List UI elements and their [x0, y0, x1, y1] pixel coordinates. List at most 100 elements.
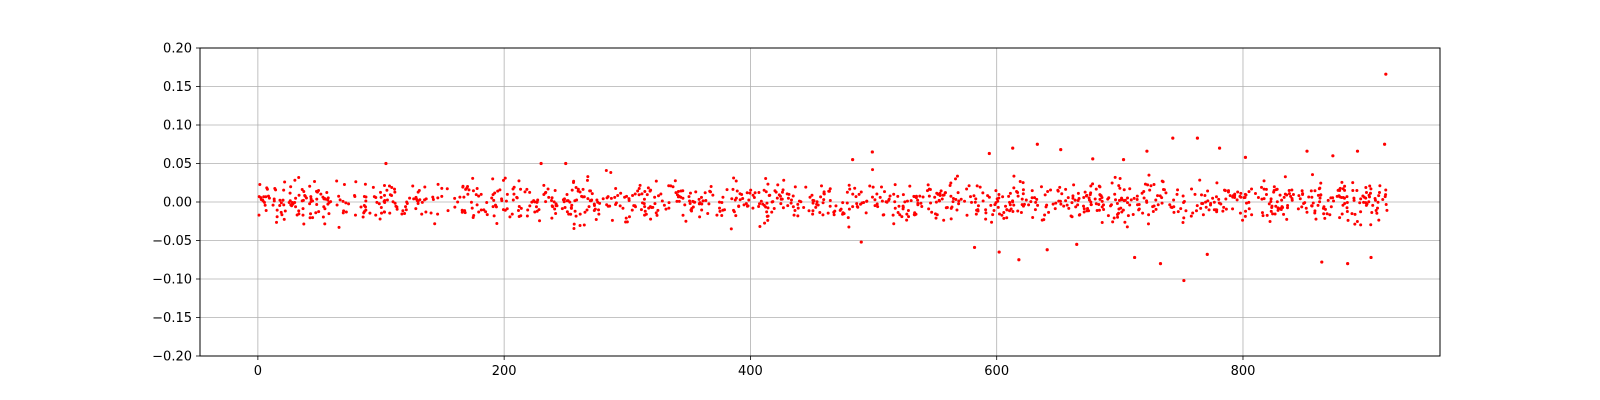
data-point — [353, 194, 357, 198]
data-point — [1115, 213, 1119, 217]
data-point — [845, 201, 849, 205]
data-point — [796, 214, 800, 218]
data-point — [1175, 192, 1179, 196]
data-point — [278, 198, 282, 202]
data-point — [847, 207, 851, 211]
data-point — [1212, 200, 1216, 204]
data-point — [1283, 175, 1287, 179]
data-point — [528, 204, 532, 208]
data-point — [281, 198, 285, 202]
data-point — [494, 203, 498, 207]
data-point — [583, 210, 587, 214]
data-point — [337, 194, 341, 198]
data-point — [490, 196, 494, 200]
data-point — [1033, 208, 1037, 212]
data-point — [1260, 211, 1264, 215]
data-point — [1285, 193, 1289, 197]
data-point — [354, 180, 358, 184]
data-point — [1245, 201, 1248, 205]
data-point — [764, 190, 768, 194]
data-point — [1012, 203, 1016, 207]
data-point — [1076, 191, 1080, 195]
data-point — [804, 185, 808, 189]
data-point — [975, 184, 979, 188]
data-point — [630, 208, 634, 212]
data-point — [1085, 193, 1089, 197]
data-point — [295, 213, 299, 217]
data-point — [1223, 189, 1227, 193]
data-point — [424, 210, 428, 214]
outlier-point — [1035, 142, 1039, 146]
data-point — [1064, 199, 1068, 203]
data-point — [550, 199, 554, 203]
data-point — [553, 207, 557, 211]
data-point — [1060, 192, 1064, 196]
data-point — [1235, 198, 1239, 202]
data-point — [926, 183, 930, 187]
data-point — [1226, 189, 1230, 193]
data-point — [1278, 207, 1282, 211]
data-point — [721, 195, 725, 199]
data-point — [986, 194, 990, 198]
data-point — [445, 187, 449, 191]
data-point — [832, 213, 836, 217]
data-point — [400, 212, 404, 216]
data-point — [335, 179, 339, 183]
data-point — [826, 211, 830, 215]
data-point — [1020, 197, 1024, 201]
data-point — [1244, 209, 1248, 213]
data-point — [997, 192, 1001, 196]
data-point — [797, 199, 801, 203]
data-point — [1326, 198, 1330, 202]
data-point — [484, 210, 488, 214]
data-point — [308, 202, 312, 206]
data-point — [956, 191, 960, 195]
data-point — [757, 205, 761, 209]
data-point — [1115, 202, 1119, 206]
data-point — [609, 196, 613, 200]
data-point — [942, 218, 946, 222]
data-point — [997, 196, 1001, 200]
data-point — [749, 188, 753, 192]
y-tick-label: −0.15 — [152, 311, 192, 326]
data-point — [283, 180, 287, 184]
data-point — [309, 197, 313, 201]
data-point — [1233, 193, 1237, 197]
data-point — [257, 195, 261, 199]
data-point — [382, 210, 386, 214]
data-point — [1276, 208, 1280, 212]
data-point — [1287, 188, 1291, 192]
data-point — [859, 190, 863, 194]
data-point — [991, 213, 995, 217]
data-point — [344, 201, 348, 205]
data-point — [364, 199, 368, 203]
data-point — [1089, 203, 1093, 207]
data-point — [495, 222, 499, 225]
data-point — [290, 204, 294, 208]
y-tick-label: 0.10 — [163, 119, 192, 134]
data-point — [687, 195, 691, 199]
data-point — [614, 201, 618, 205]
data-point — [948, 184, 952, 187]
y-tick-label: 0.00 — [163, 196, 192, 211]
data-point — [582, 223, 586, 227]
data-point — [766, 218, 770, 222]
data-point — [1211, 196, 1215, 200]
data-point — [458, 195, 462, 199]
data-point — [1289, 194, 1293, 198]
data-point — [309, 212, 313, 216]
data-point — [643, 205, 647, 209]
data-point — [1160, 179, 1164, 183]
data-point — [700, 208, 704, 212]
data-point — [315, 197, 319, 201]
data-point — [1058, 199, 1062, 203]
data-point — [1345, 210, 1349, 214]
data-point — [1374, 208, 1378, 212]
data-point — [896, 210, 900, 214]
data-point — [1285, 206, 1289, 210]
data-point — [297, 209, 301, 213]
data-point — [1352, 198, 1356, 202]
data-point — [385, 188, 389, 192]
data-point — [266, 194, 270, 198]
data-point — [322, 205, 326, 209]
